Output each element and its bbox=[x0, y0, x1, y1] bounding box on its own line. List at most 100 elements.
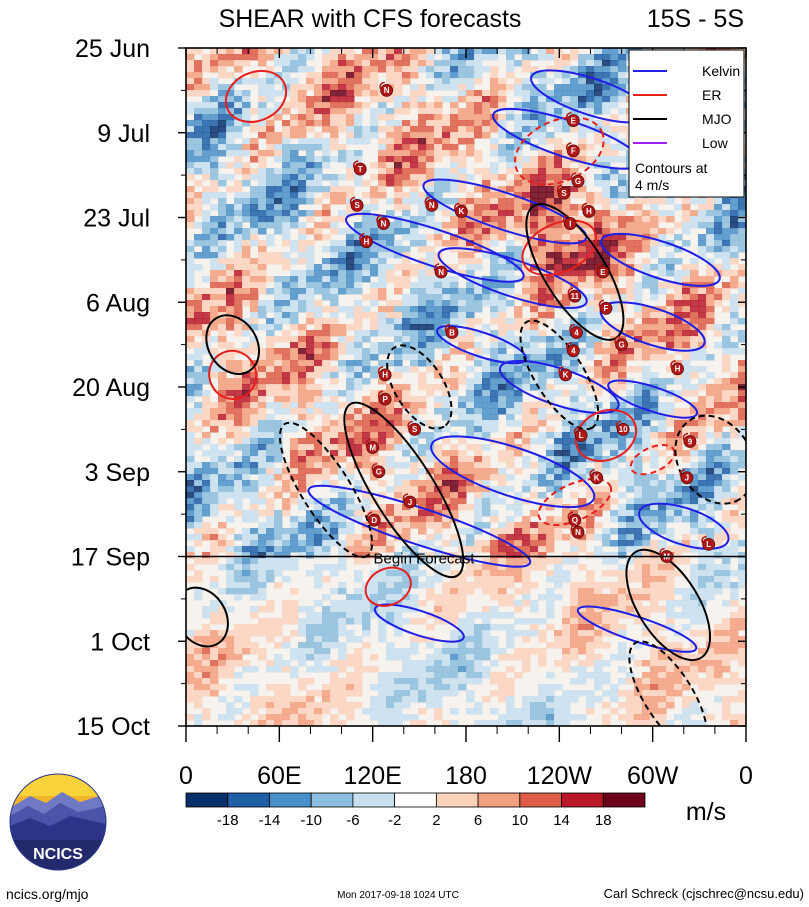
heat-cell bbox=[554, 516, 563, 523]
heat-cell bbox=[330, 138, 339, 145]
heat-cell bbox=[410, 174, 419, 181]
heat-cell bbox=[506, 378, 515, 385]
heat-cell bbox=[738, 432, 746, 439]
heat-cell bbox=[226, 354, 235, 361]
heat-cell bbox=[186, 420, 195, 427]
heat-cell bbox=[258, 444, 267, 451]
heat-cell bbox=[610, 48, 619, 55]
heat-cell bbox=[530, 384, 539, 391]
heat-cell bbox=[658, 492, 667, 499]
heat-cell bbox=[322, 402, 331, 409]
heat-cell bbox=[498, 540, 507, 547]
heat-cell bbox=[642, 408, 651, 415]
heat-cell bbox=[186, 72, 195, 79]
heat-cell bbox=[186, 132, 195, 139]
heat-cell bbox=[362, 462, 371, 469]
heat-cell bbox=[330, 126, 339, 133]
heat-cell bbox=[714, 450, 723, 457]
heat-cell bbox=[354, 240, 363, 247]
heat-cell bbox=[370, 204, 379, 211]
heat-cell bbox=[242, 144, 251, 151]
heat-cell bbox=[698, 348, 707, 355]
heat-cell bbox=[554, 570, 563, 577]
heat-cell bbox=[490, 372, 499, 379]
heat-cell bbox=[418, 126, 427, 133]
heat-cell bbox=[554, 174, 563, 181]
heat-cell bbox=[514, 150, 523, 157]
heat-cell bbox=[330, 330, 339, 337]
heat-cell bbox=[674, 318, 683, 325]
heat-cell bbox=[466, 66, 475, 73]
heat-cell bbox=[354, 138, 363, 145]
heat-cell bbox=[706, 390, 715, 397]
heat-cell bbox=[266, 480, 275, 487]
heat-cell bbox=[442, 312, 451, 319]
heat-cell bbox=[442, 282, 451, 289]
heat-cell bbox=[546, 540, 555, 547]
heat-cell bbox=[402, 396, 411, 403]
heat-cell bbox=[466, 552, 475, 559]
heat-cell bbox=[394, 360, 403, 367]
heat-cell bbox=[434, 132, 443, 139]
heat-cell bbox=[314, 102, 323, 109]
heat-cell bbox=[394, 432, 403, 439]
heat-cell bbox=[234, 192, 243, 199]
heat-cell bbox=[538, 156, 547, 163]
heat-cell bbox=[498, 294, 507, 301]
heat-cell bbox=[394, 150, 403, 157]
heat-cell bbox=[298, 162, 307, 169]
heat-cell bbox=[554, 336, 563, 343]
heat-cell bbox=[586, 384, 595, 391]
heat-cell bbox=[274, 276, 283, 283]
heat-cell bbox=[666, 486, 675, 493]
heat-cell bbox=[250, 78, 259, 85]
heat-cell bbox=[338, 348, 347, 355]
heat-cell bbox=[338, 414, 347, 421]
heat-cell bbox=[458, 378, 467, 385]
heat-cell bbox=[218, 456, 227, 463]
heat-cell bbox=[514, 294, 523, 301]
heat-cell bbox=[466, 468, 475, 475]
heat-cell bbox=[338, 120, 347, 127]
heat-cell bbox=[402, 522, 411, 529]
heat-cell bbox=[338, 186, 347, 193]
heat-cell bbox=[402, 420, 411, 427]
heat-cell bbox=[722, 234, 731, 241]
heat-cell bbox=[530, 222, 539, 229]
heat-cell bbox=[402, 564, 411, 571]
heat-cell bbox=[370, 396, 379, 403]
heat-cell bbox=[394, 78, 403, 85]
heat-cell bbox=[186, 186, 195, 193]
heat-cell bbox=[562, 72, 571, 79]
heat-cell bbox=[738, 348, 746, 355]
heat-cell bbox=[570, 168, 579, 175]
heat-cell bbox=[586, 528, 595, 535]
heat-cell bbox=[698, 210, 707, 217]
heat-cell bbox=[322, 324, 331, 331]
heat-cell bbox=[298, 528, 307, 535]
heat-cell bbox=[370, 60, 379, 67]
heat-cell bbox=[474, 450, 483, 457]
heat-cell bbox=[690, 342, 699, 349]
heat-cell bbox=[362, 216, 371, 223]
heat-cell bbox=[426, 174, 435, 181]
heat-cell bbox=[210, 360, 219, 367]
heat-cell bbox=[258, 312, 267, 319]
heat-cell bbox=[306, 528, 315, 535]
heat-cell bbox=[186, 354, 195, 361]
heat-cell bbox=[194, 492, 203, 499]
heat-cell bbox=[290, 384, 299, 391]
heat-cell bbox=[258, 462, 267, 469]
heat-cell bbox=[226, 216, 235, 223]
heat-cell bbox=[186, 222, 195, 229]
heat-cell bbox=[418, 552, 427, 559]
heat-cell bbox=[586, 354, 595, 361]
heat-cell bbox=[226, 528, 235, 535]
heat-cell bbox=[282, 240, 291, 247]
heat-cell bbox=[186, 312, 195, 319]
heat-cell bbox=[522, 300, 531, 307]
heat-cell bbox=[410, 66, 419, 73]
heat-cell bbox=[474, 378, 483, 385]
heat-cell bbox=[202, 78, 211, 85]
heat-cell bbox=[258, 222, 267, 229]
